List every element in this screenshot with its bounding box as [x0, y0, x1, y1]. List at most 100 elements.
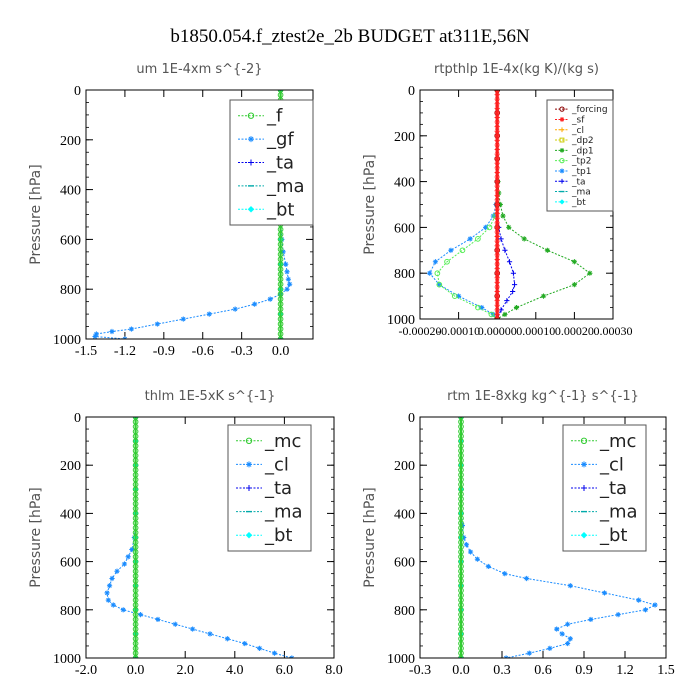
- x-tick-label: 0.9: [575, 663, 593, 678]
- legend-box: [229, 99, 314, 226]
- legend: _mc_cl _ta _ma_bt: [562, 424, 647, 552]
- panel-title: um 1E-4xm s^{-2}: [136, 62, 262, 77]
- x-tick-label: 6.0: [276, 663, 294, 678]
- y-tick-label: 200: [60, 459, 81, 474]
- legend-label: _dp1: [571, 146, 594, 156]
- panel-rtpthlp: rtpthlp 1E-4x(kg K)/(kg s) Pressure [hPa]…: [362, 62, 633, 338]
- series-line-tp2: [436, 90, 498, 319]
- legend-label: _sf: [571, 115, 585, 125]
- legend-label: _bt: [264, 525, 292, 546]
- x-tick-label: 2.0: [176, 663, 194, 678]
- x-tick-label: 0.0: [272, 344, 290, 359]
- y-tick-label: 0: [74, 84, 81, 99]
- legend: _mc_cl _ta _ma_bt: [227, 424, 312, 552]
- x-tick-label: -0.9: [153, 344, 175, 359]
- legend-label: _ma: [599, 502, 638, 523]
- figure-title: b1850.054.f_ztest2e_2b BUDGET at311E,56N: [170, 26, 530, 47]
- y-tick-label: 400: [394, 176, 415, 191]
- legend-label: _ta: [266, 153, 294, 174]
- y-tick-label: 600: [60, 556, 81, 571]
- y-tick-label: 200: [394, 459, 415, 474]
- y-tick-label: 400: [394, 507, 415, 522]
- legend-label: _ma: [266, 176, 305, 197]
- y-axis-label: Pressure [hPa]: [28, 164, 44, 264]
- y-tick-label: 200: [394, 130, 415, 145]
- x-tick-label: 1.5: [657, 663, 675, 678]
- x-tick-label: 1.2: [616, 663, 634, 678]
- legend-box: [227, 424, 312, 552]
- series-markers-mc: [458, 417, 464, 658]
- legend-label: _bt: [266, 199, 294, 220]
- x-tick-label: -1.5: [75, 344, 97, 359]
- plot-frame: [85, 416, 335, 659]
- y-tick-label: 600: [394, 221, 415, 236]
- legend-label: _mc: [264, 431, 301, 452]
- x-tick-label: 0.3: [493, 663, 511, 678]
- x-tick-label: -0.00020: [399, 324, 442, 338]
- y-axis-label: Pressure [hPa]: [362, 487, 378, 587]
- y-tick-label: 0: [74, 411, 81, 426]
- legend-label: _ma: [264, 502, 303, 523]
- series-markers-tp2: [434, 90, 501, 319]
- series-group: [104, 417, 295, 658]
- legend-label: _bt: [571, 198, 586, 208]
- x-tick-label: 0.00010: [516, 324, 555, 338]
- y-axis-label: Pressure [hPa]: [362, 154, 378, 254]
- panel-title: rtm 1E-8xkg kg^{-1} s^{-1}: [447, 389, 639, 404]
- legend-label: _cl: [264, 454, 289, 475]
- legend-label: _tp1: [571, 167, 591, 177]
- legend-label: _ta: [571, 177, 586, 187]
- y-tick-label: 200: [60, 134, 81, 149]
- x-tick-label: 0.00030: [594, 324, 633, 338]
- x-tick-label: 0.00000: [478, 324, 517, 338]
- series-markers-sf: [494, 90, 500, 319]
- y-tick-label: 1000: [53, 652, 81, 667]
- panel-thlm: thlm 1E-5xK s^{-1} Pressure [hPa] 0 200 400 6…: [28, 389, 343, 678]
- series-group: [458, 417, 658, 658]
- legend-box: [562, 424, 647, 552]
- series-group: [427, 90, 593, 319]
- series-markers-mc: [132, 417, 139, 658]
- x-tick-label: -0.3: [231, 344, 253, 359]
- panel-um: um 1E-4xm s^{-2} Pressure [hPa] 0 200 400 600…: [28, 62, 314, 359]
- y-tick-label: 800: [60, 283, 81, 298]
- y-tick-label: 800: [394, 604, 415, 619]
- x-tick-label: -0.00010: [437, 324, 480, 338]
- legend-label: _gf: [266, 129, 294, 150]
- y-tick-label: 800: [60, 604, 81, 619]
- y-tick-label: 1000: [387, 652, 415, 667]
- legend-label: _ta: [264, 478, 292, 499]
- x-tick-label: -2.0: [75, 663, 97, 678]
- y-tick-label: 1000: [53, 333, 81, 348]
- legend-label: _ma: [571, 188, 591, 198]
- legend-label: _dp2: [571, 136, 594, 146]
- panel-title: thlm 1E-5xK s^{-1}: [145, 389, 276, 404]
- legend-label: _ta: [599, 478, 627, 499]
- x-tick-label: -1.2: [114, 344, 136, 359]
- x-tick-label: -0.3: [409, 663, 431, 678]
- x-tick-label: 4.0: [226, 663, 244, 678]
- y-tick-label: 800: [394, 267, 415, 282]
- legend: _forcing_sf_cl_dp2_dp1_tp2_tp1_ta_ma_bt: [546, 99, 614, 212]
- legend-label: _forcing: [571, 105, 608, 115]
- y-axis-label: Pressure [hPa]: [28, 487, 44, 587]
- legend-label: _mc: [599, 431, 636, 452]
- x-tick-label: 0.0: [452, 663, 470, 678]
- legend: _f_gf _ta_ma_bt: [229, 99, 314, 226]
- legend-box: [546, 99, 614, 212]
- y-tick-label: 0: [408, 84, 415, 99]
- y-tick-label: 400: [60, 507, 81, 522]
- panel-rtm: rtm 1E-8xkg kg^{-1} s^{-1} Pressure [hPa]…: [362, 389, 675, 678]
- legend-label: _f: [266, 106, 283, 127]
- legend-label: _cl: [571, 126, 584, 136]
- y-tick-label: 400: [60, 184, 81, 199]
- panel-title: rtpthlp 1E-4x(kg K)/(kg s): [434, 62, 599, 77]
- x-tick-label: 8.0: [325, 663, 343, 678]
- x-tick-label: -0.6: [192, 344, 214, 359]
- x-tick-label: 0.0: [127, 663, 145, 678]
- y-tick-label: 0: [408, 411, 415, 426]
- plot-frame: [419, 416, 667, 659]
- x-tick-label: 0.00020: [555, 324, 594, 338]
- legend-label: _bt: [599, 525, 627, 546]
